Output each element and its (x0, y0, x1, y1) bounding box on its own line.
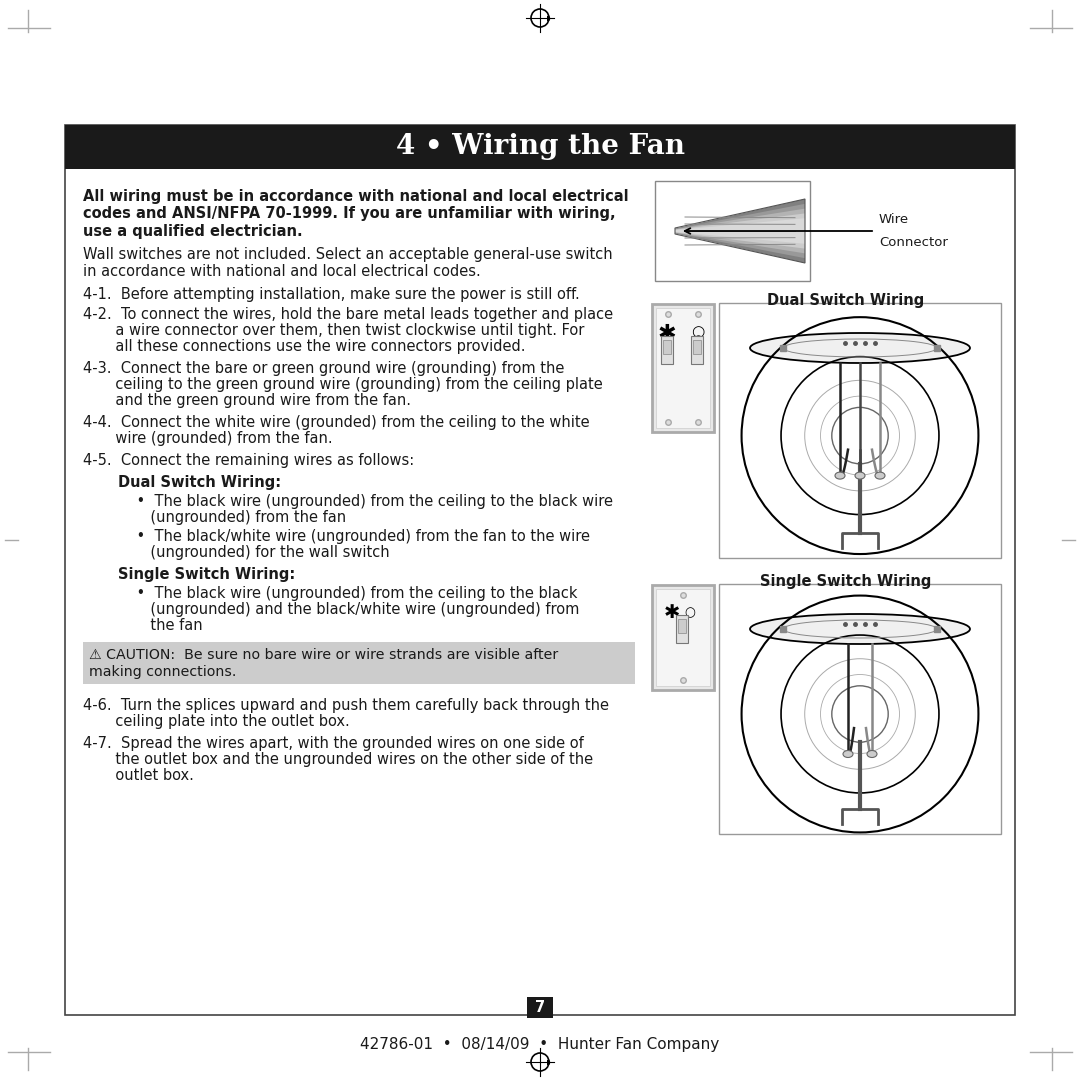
Ellipse shape (843, 751, 853, 757)
Text: the outlet box and the ungrounded wires on the other side of the: the outlet box and the ungrounded wires … (83, 752, 593, 767)
Text: Wall switches are not included. Select an acceptable general-use switch
in accor: Wall switches are not included. Select a… (83, 247, 612, 280)
Text: ceiling to the green ground wire (grounding) from the ceiling plate: ceiling to the green ground wire (ground… (83, 377, 603, 392)
Polygon shape (675, 204, 805, 258)
Text: 4-1.  Before attempting installation, make sure the power is still off.: 4-1. Before attempting installation, mak… (83, 287, 580, 302)
Ellipse shape (867, 751, 877, 757)
Text: Dual Switch Wiring: Dual Switch Wiring (767, 293, 924, 308)
Text: ceiling plate into the outlet box.: ceiling plate into the outlet box. (83, 714, 350, 729)
Bar (693, 340, 701, 354)
Text: 42786-01  •  08/14/09  •  Hunter Fan Company: 42786-01 • 08/14/09 • Hunter Fan Company (361, 1037, 719, 1052)
Text: Wire: Wire (879, 213, 909, 226)
Text: and the green ground wire from the fan.: and the green ground wire from the fan. (83, 393, 411, 408)
Bar (656, 589, 710, 686)
Text: 4-3.  Connect the bare or green ground wire (grounding) from the: 4-3. Connect the bare or green ground wi… (83, 361, 565, 376)
Ellipse shape (750, 615, 970, 644)
Text: Dual Switch Wiring:: Dual Switch Wiring: (118, 475, 281, 490)
Bar (652, 585, 714, 690)
Text: 4-7.  Spread the wires apart, with the grounded wires on one side of: 4-7. Spread the wires apart, with the gr… (83, 735, 584, 751)
Text: (ungrounded) from the fan: (ungrounded) from the fan (118, 510, 346, 525)
Polygon shape (675, 208, 805, 254)
Polygon shape (675, 218, 805, 244)
Bar (691, 336, 703, 364)
Bar (719, 584, 1001, 834)
Text: (ungrounded) and the black/white wire (ungrounded) from: (ungrounded) and the black/white wire (u… (118, 602, 579, 617)
Text: 4-2.  To connect the wires, hold the bare metal leads together and place: 4-2. To connect the wires, hold the bare… (83, 307, 613, 322)
Text: All wiring must be in accordance with national and local electrical
codes and AN: All wiring must be in accordance with na… (83, 189, 629, 239)
Text: 4-4.  Connect the white wire (grounded) from the ceiling to the white: 4-4. Connect the white wire (grounded) f… (83, 415, 590, 430)
Text: Single Switch Wiring: Single Switch Wiring (760, 573, 932, 589)
Bar (719, 303, 1001, 558)
Bar (663, 340, 671, 354)
Bar (83, 642, 635, 684)
Text: outlet box.: outlet box. (83, 768, 194, 783)
Text: ○: ○ (685, 607, 696, 620)
Bar (676, 615, 688, 643)
Ellipse shape (750, 333, 970, 363)
Text: all these connections use the wire connectors provided.: all these connections use the wire conne… (83, 339, 526, 354)
Ellipse shape (835, 472, 845, 480)
Text: the fan: the fan (118, 618, 203, 633)
Text: a wire connector over them, then twist clockwise until tight. For: a wire connector over them, then twist c… (83, 323, 584, 338)
Text: •  The black wire (ungrounded) from the ceiling to the black wire: • The black wire (ungrounded) from the c… (118, 494, 613, 509)
Text: 4 • Wiring the Fan: 4 • Wiring the Fan (395, 134, 685, 161)
Bar (656, 308, 710, 428)
Polygon shape (675, 214, 805, 248)
Bar (65, 125, 1015, 1015)
Polygon shape (675, 199, 805, 264)
Ellipse shape (875, 472, 885, 480)
Bar (65, 125, 1015, 168)
Text: Single Switch Wiring:: Single Switch Wiring: (118, 567, 295, 582)
Text: 4-5.  Connect the remaining wires as follows:: 4-5. Connect the remaining wires as foll… (83, 453, 415, 468)
Text: 4-6.  Turn the splices upward and push them carefully back through the: 4-6. Turn the splices upward and push th… (83, 698, 609, 713)
Text: ⚠ CAUTION:  Be sure no bare wire or wire strands are visible after: ⚠ CAUTION: Be sure no bare wire or wire … (89, 648, 558, 662)
Text: wire (grounded) from the fan.: wire (grounded) from the fan. (83, 431, 333, 446)
Ellipse shape (855, 472, 865, 480)
Bar (652, 303, 714, 432)
Bar (527, 997, 553, 1018)
Bar (654, 181, 810, 281)
Text: (ungrounded) for the wall switch: (ungrounded) for the wall switch (118, 545, 390, 561)
Text: making connections.: making connections. (89, 665, 237, 679)
Bar (678, 619, 686, 633)
Text: ○: ○ (691, 324, 704, 339)
Text: Connector: Connector (879, 237, 948, 249)
Text: •  The black wire (ungrounded) from the ceiling to the black: • The black wire (ungrounded) from the c… (118, 586, 578, 600)
Text: •  The black/white wire (ungrounded) from the fan to the wire: • The black/white wire (ungrounded) from… (118, 529, 590, 544)
Text: 7: 7 (535, 999, 545, 1014)
Text: ✱: ✱ (664, 604, 680, 622)
Text: ✱: ✱ (658, 324, 676, 345)
Bar (661, 336, 673, 364)
